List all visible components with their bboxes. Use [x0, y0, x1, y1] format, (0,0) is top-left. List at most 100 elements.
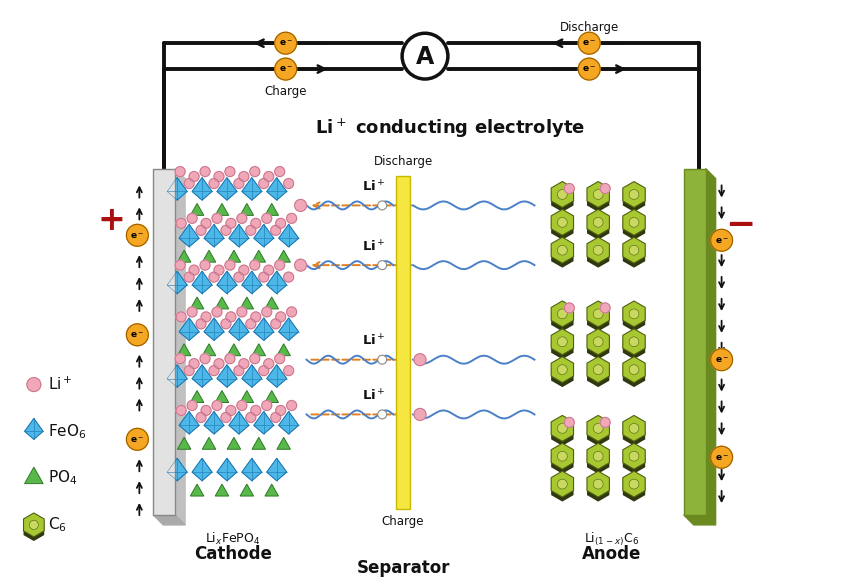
Polygon shape [587, 209, 609, 235]
Circle shape [184, 366, 194, 376]
Circle shape [629, 365, 639, 375]
Circle shape [176, 218, 186, 228]
Circle shape [558, 309, 567, 319]
Polygon shape [267, 458, 286, 481]
Polygon shape [227, 437, 241, 449]
Polygon shape [587, 357, 609, 383]
Polygon shape [252, 344, 265, 356]
Polygon shape [587, 306, 609, 332]
Circle shape [234, 366, 244, 376]
Circle shape [377, 355, 387, 364]
Polygon shape [240, 297, 253, 309]
Circle shape [593, 365, 604, 375]
Circle shape [264, 359, 274, 369]
Circle shape [214, 172, 224, 182]
Circle shape [264, 265, 274, 275]
Polygon shape [551, 361, 574, 387]
Text: Li$^+$: Li$^+$ [362, 239, 386, 254]
Polygon shape [587, 443, 609, 469]
Circle shape [402, 34, 448, 79]
Text: e$^-$: e$^-$ [130, 231, 145, 240]
Circle shape [629, 479, 639, 489]
Polygon shape [587, 476, 609, 502]
Polygon shape [254, 318, 274, 340]
Circle shape [558, 245, 567, 255]
Polygon shape [277, 437, 291, 449]
Polygon shape [587, 448, 609, 474]
Circle shape [629, 423, 639, 433]
Text: Discharge: Discharge [559, 21, 619, 34]
Circle shape [189, 265, 199, 275]
Polygon shape [623, 306, 645, 332]
Polygon shape [623, 329, 645, 355]
Polygon shape [167, 458, 187, 481]
Circle shape [234, 272, 244, 282]
Circle shape [176, 312, 186, 322]
Polygon shape [202, 437, 216, 449]
Circle shape [201, 406, 211, 416]
Polygon shape [267, 271, 286, 293]
Text: e$^-$: e$^-$ [130, 330, 145, 340]
Circle shape [578, 58, 600, 80]
Text: Separator: Separator [356, 559, 450, 577]
Polygon shape [24, 517, 44, 541]
Circle shape [629, 309, 639, 319]
Circle shape [271, 319, 280, 329]
Circle shape [29, 520, 38, 529]
Circle shape [275, 32, 297, 54]
Circle shape [262, 307, 272, 317]
Circle shape [593, 309, 604, 319]
Polygon shape [190, 390, 204, 402]
Polygon shape [254, 412, 274, 434]
Circle shape [226, 218, 236, 228]
Circle shape [258, 272, 269, 282]
Polygon shape [623, 209, 645, 235]
Circle shape [275, 260, 285, 270]
Circle shape [127, 225, 148, 246]
Circle shape [212, 213, 222, 223]
Polygon shape [551, 186, 574, 212]
Circle shape [237, 213, 246, 223]
Circle shape [564, 183, 575, 193]
Polygon shape [623, 420, 645, 446]
Circle shape [629, 452, 639, 461]
Polygon shape [241, 271, 262, 293]
Circle shape [593, 245, 604, 255]
Circle shape [558, 365, 567, 375]
Circle shape [629, 218, 639, 227]
Circle shape [226, 406, 236, 416]
Circle shape [629, 337, 639, 347]
Polygon shape [551, 238, 574, 263]
Polygon shape [587, 471, 609, 497]
Circle shape [251, 218, 261, 228]
Circle shape [600, 183, 610, 193]
Polygon shape [623, 357, 645, 383]
Circle shape [250, 166, 260, 176]
Polygon shape [229, 412, 249, 434]
Polygon shape [587, 333, 609, 359]
Polygon shape [551, 420, 574, 446]
Circle shape [189, 359, 199, 369]
Circle shape [258, 179, 269, 189]
Text: e$^-$: e$^-$ [279, 39, 292, 48]
Polygon shape [179, 412, 199, 434]
Text: e$^-$: e$^-$ [715, 355, 728, 365]
Circle shape [558, 337, 567, 347]
Polygon shape [254, 225, 274, 247]
Polygon shape [241, 178, 262, 200]
Circle shape [237, 400, 246, 410]
Text: Li$^+$ conducting electrolyte: Li$^+$ conducting electrolyte [314, 117, 585, 141]
Circle shape [286, 307, 297, 317]
Polygon shape [551, 443, 574, 469]
Circle shape [176, 406, 186, 416]
Circle shape [246, 225, 256, 235]
Polygon shape [551, 357, 574, 383]
Text: Li$^+$: Li$^+$ [362, 179, 386, 195]
Polygon shape [587, 329, 609, 355]
Polygon shape [217, 271, 237, 293]
Circle shape [175, 354, 185, 363]
Polygon shape [551, 448, 574, 474]
Circle shape [187, 400, 197, 410]
Polygon shape [192, 365, 212, 387]
Polygon shape [241, 365, 262, 387]
